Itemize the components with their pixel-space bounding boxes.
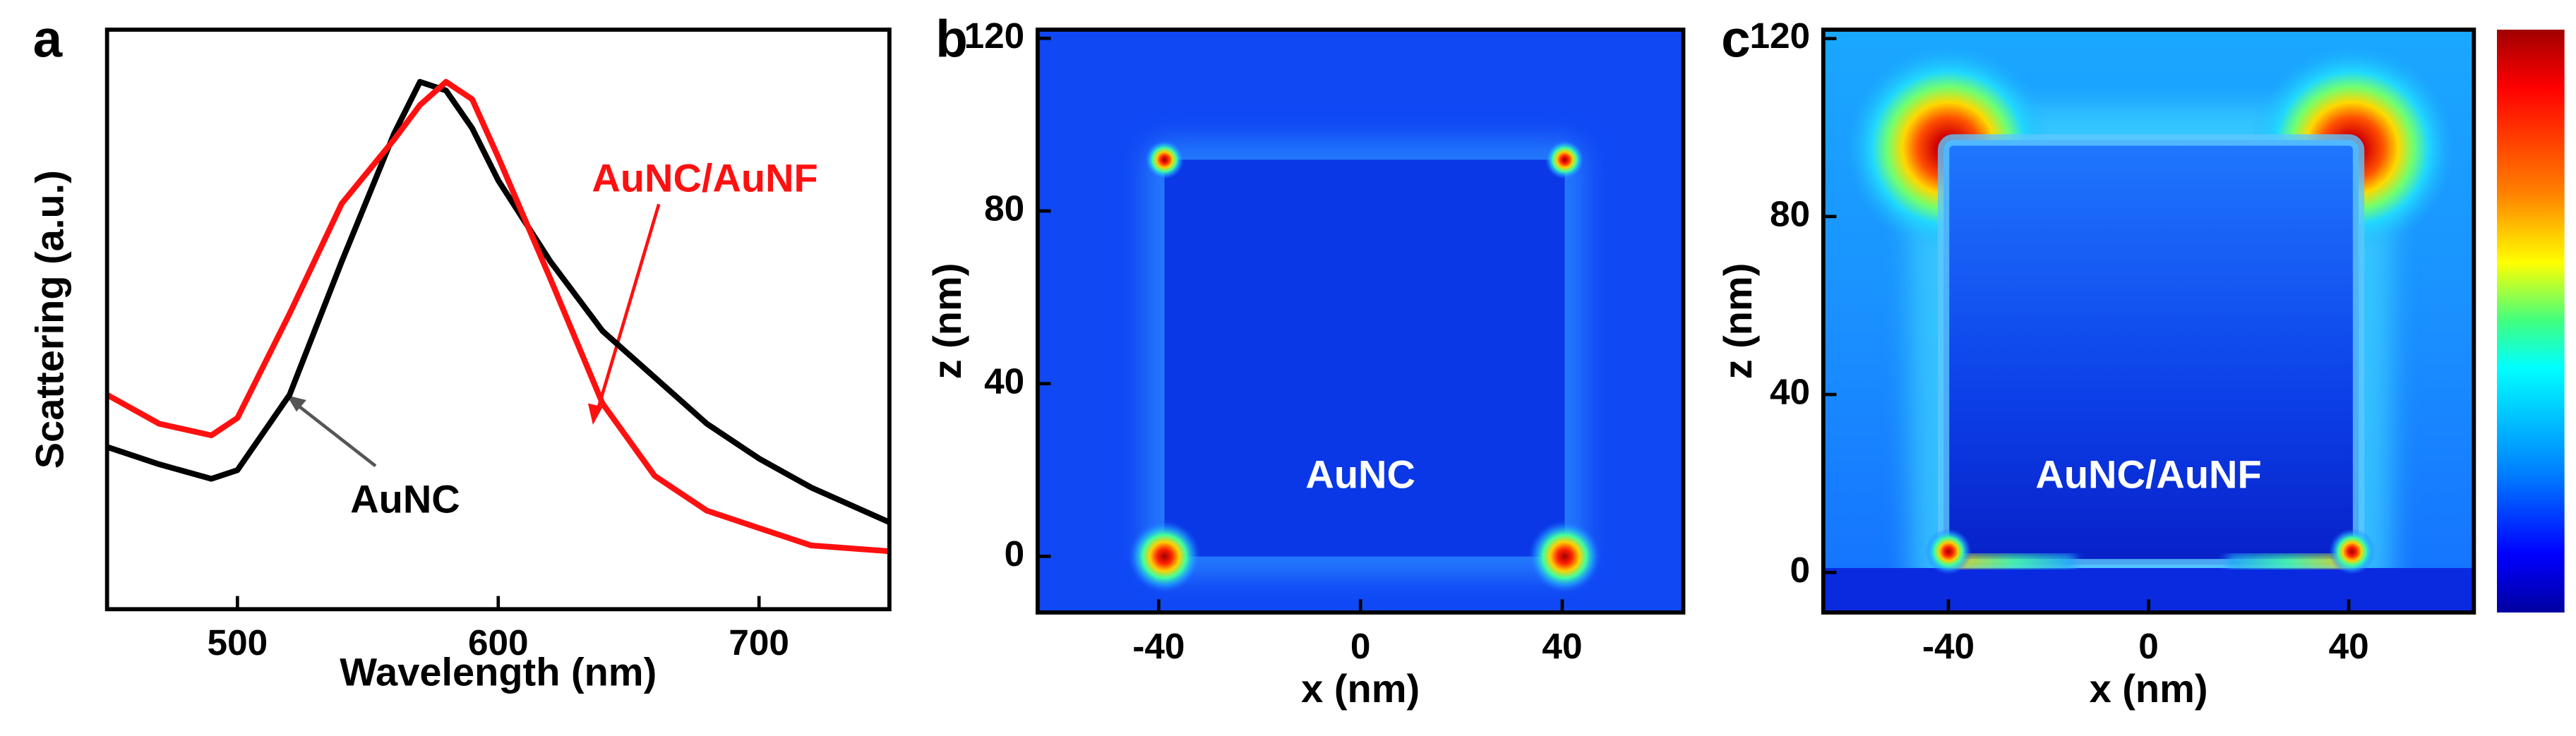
- x-axis-label: x (nm): [1301, 666, 1420, 711]
- y-axis-label: Scattering (a.u.): [27, 170, 71, 469]
- series-line: [105, 78, 890, 555]
- x-axis-label: x (nm): [2090, 666, 2208, 711]
- annotation-arrow: [594, 203, 661, 416]
- panel-label: c: [1721, 8, 1751, 68]
- x-tick-label: 40: [1542, 626, 1582, 666]
- y-tick-label: 80: [1770, 193, 1810, 234]
- x-tick-label: -40: [1922, 626, 1975, 666]
- annotation-arrow-head: [286, 394, 306, 412]
- field-map-b: [1037, 30, 1684, 613]
- panel-label: b: [935, 8, 968, 68]
- colorbar: [2497, 30, 2565, 613]
- y-tick-label: 80: [984, 188, 1024, 229]
- y-tick-label: 0: [1790, 550, 1811, 590]
- x-tick-label: 0: [1350, 626, 1371, 666]
- x-tick-label: 600: [468, 622, 529, 663]
- x-tick-label: 500: [208, 622, 268, 663]
- x-tick-label: 0: [2138, 626, 2159, 666]
- annotation-arrow: [292, 400, 377, 468]
- x-tick-label: 700: [729, 622, 789, 663]
- annotation-arrow-head: [587, 403, 603, 425]
- field-map-c: [1823, 30, 2474, 613]
- x-axis-label: Wavelength (nm): [340, 649, 657, 694]
- y-tick-label: 0: [1005, 533, 1025, 574]
- annotation: AuNC: [1305, 452, 1415, 496]
- plot-frame: [104, 28, 892, 612]
- x-tick-label: -40: [1132, 626, 1185, 666]
- x-tick-label: 40: [2329, 626, 2369, 666]
- y-tick-label: 40: [1770, 372, 1810, 412]
- annotation: AuNC: [350, 476, 460, 521]
- y-tick-label: 120: [964, 16, 1025, 56]
- series-line: [106, 78, 891, 525]
- annotation: AuNC/AuNF: [2035, 452, 2261, 496]
- y-axis-label: z (nm): [925, 263, 969, 380]
- y-tick-label: 40: [984, 361, 1024, 401]
- y-tick-label: 120: [1749, 16, 1810, 56]
- y-axis-label: z (nm): [1715, 263, 1760, 380]
- annotation: AuNC/AuNF: [592, 155, 817, 200]
- panel-label: a: [33, 8, 63, 68]
